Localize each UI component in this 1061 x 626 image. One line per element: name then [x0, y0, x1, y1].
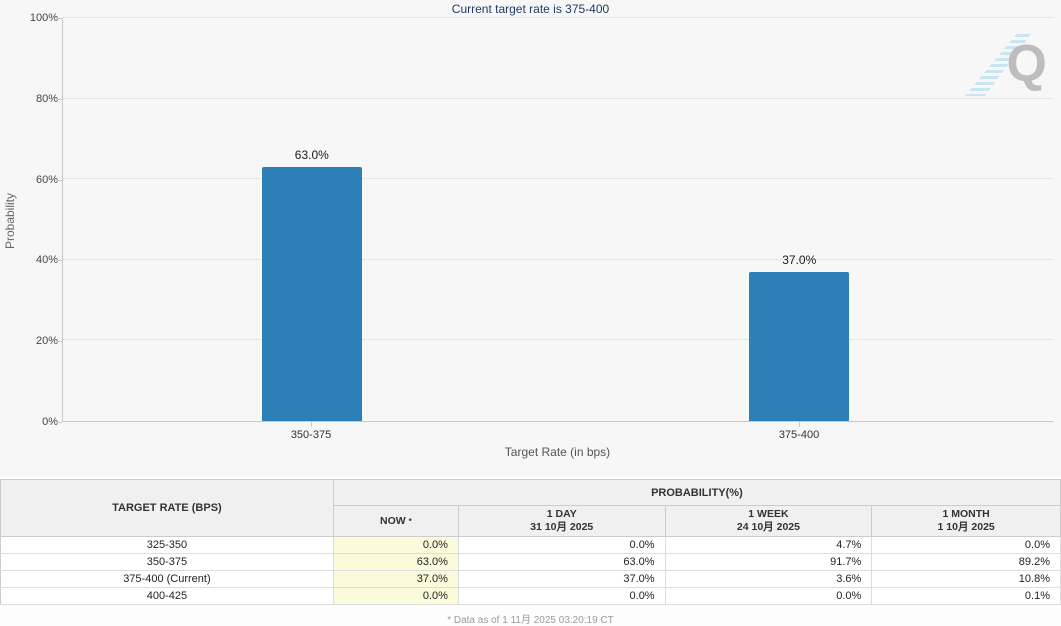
gridline-40	[63, 258, 1053, 260]
col-header-1week: 1 WEEK 24 10月 2025	[664, 505, 873, 537]
ytick-100: 100%	[29, 12, 58, 24]
ytick-20: 20%	[35, 335, 58, 347]
col-header-target-rate: TARGET RATE (BPS)	[0, 479, 334, 537]
week-value-cell: 91.7%	[664, 553, 873, 571]
day-value-cell: 0.0%	[457, 536, 666, 554]
ytick-60: 60%	[35, 174, 58, 186]
day-value-cell: 37.0%	[457, 570, 666, 588]
col-1month-label: 1 MONTH	[942, 508, 990, 520]
now-asterisk: *	[408, 516, 412, 526]
rate-cell: 375-400 (Current)	[0, 570, 334, 588]
x-axis-title: Target Rate (in bps)	[504, 445, 611, 459]
col-header-1month: 1 MONTH 1 10月 2025	[871, 505, 1061, 537]
plot-area: 63.0% 37.0%	[62, 17, 1053, 422]
ytick-0: 0%	[42, 416, 58, 428]
day-value-cell: 0.0%	[457, 587, 666, 605]
table-row-400-425: 400-425 0.0% 0.0% 0.0% 0.1%	[0, 587, 1061, 605]
table-row-325-350: 325-350 0.0% 0.0% 4.7% 0.0%	[0, 536, 1061, 554]
xtick-mark-350-375	[311, 422, 312, 427]
rate-cell: 325-350	[0, 536, 334, 554]
now-label: NOW	[380, 514, 406, 527]
month-value-cell: 0.1%	[871, 587, 1061, 605]
quikstrike-logo: Q	[965, 34, 1047, 96]
chart-title: Current target rate is 375-400	[451, 2, 610, 16]
gridline-80	[63, 97, 1053, 99]
rate-cell: 350-375	[0, 553, 334, 571]
month-value-cell: 0.0%	[871, 536, 1061, 554]
xtick-label-350-375: 350-375	[290, 429, 332, 441]
rate-cell: 400-425	[0, 587, 334, 605]
now-value-cell: 0.0%	[332, 536, 459, 554]
ytick-40: 40%	[35, 254, 58, 266]
month-value-cell: 89.2%	[871, 553, 1061, 571]
col-1month-date: 1 10月 2025	[937, 521, 995, 533]
ytick-80: 80%	[35, 93, 58, 105]
week-value-cell: 0.0%	[664, 587, 873, 605]
xtick-label-375-400: 375-400	[778, 429, 820, 441]
table-row-350-375: 350-375 63.0% 63.0% 91.7% 89.2%	[0, 553, 1061, 571]
ytick-mark-100	[57, 18, 62, 19]
ytick-mark-80	[57, 99, 62, 100]
ytick-mark-20	[57, 341, 62, 342]
now-value-cell: 63.0%	[332, 553, 459, 571]
ytick-mark-60	[57, 180, 62, 181]
gridline-60	[63, 178, 1053, 180]
col-1week-label: 1 WEEK	[748, 508, 789, 520]
day-value-cell: 63.0%	[457, 553, 666, 571]
col-header-1day: 1 DAY 31 10月 2025	[457, 505, 666, 537]
col-1day-label: 1 DAY	[546, 508, 577, 520]
gridline-100	[63, 17, 1053, 18]
col-1day-date: 31 10月 2025	[530, 521, 594, 533]
logo-q-icon: Q	[1006, 35, 1047, 93]
col-1week-date: 24 10月 2025	[736, 521, 800, 533]
bar-label-375-400: 37.0%	[782, 252, 817, 267]
probability-table-section: TARGET RATE (BPS) PROBABILITY(%) NOW * 1…	[0, 479, 1061, 626]
xtick-mark-375-400	[799, 422, 800, 427]
data-as-of-footnote: * Data as of 1 11月 2025 03:20:19 CT	[447, 615, 614, 626]
bar-label-350-375: 63.0%	[294, 148, 329, 163]
y-axis-title: Probability	[3, 192, 17, 250]
table-row-375-400-current: 375-400 (Current) 37.0% 37.0% 3.6% 10.8%	[0, 570, 1061, 588]
ytick-mark-0	[57, 422, 62, 423]
now-value-cell: 37.0%	[332, 570, 459, 588]
week-value-cell: 3.6%	[664, 570, 873, 588]
probability-table: TARGET RATE (BPS) PROBABILITY(%) NOW * 1…	[0, 479, 1061, 605]
bar-375-400[interactable]	[749, 271, 850, 421]
col-header-now: NOW *	[332, 505, 459, 537]
now-value-cell: 0.0%	[332, 587, 459, 605]
month-value-cell: 10.8%	[871, 570, 1061, 588]
bar-350-375[interactable]	[261, 167, 362, 421]
probability-chart: Current target rate is 375-400 Probabili…	[3, 2, 1053, 459]
ytick-mark-40	[57, 260, 62, 261]
week-value-cell: 4.7%	[664, 536, 873, 554]
gridline-20	[63, 339, 1053, 341]
col-header-probability: PROBABILITY(%)	[332, 479, 1061, 506]
